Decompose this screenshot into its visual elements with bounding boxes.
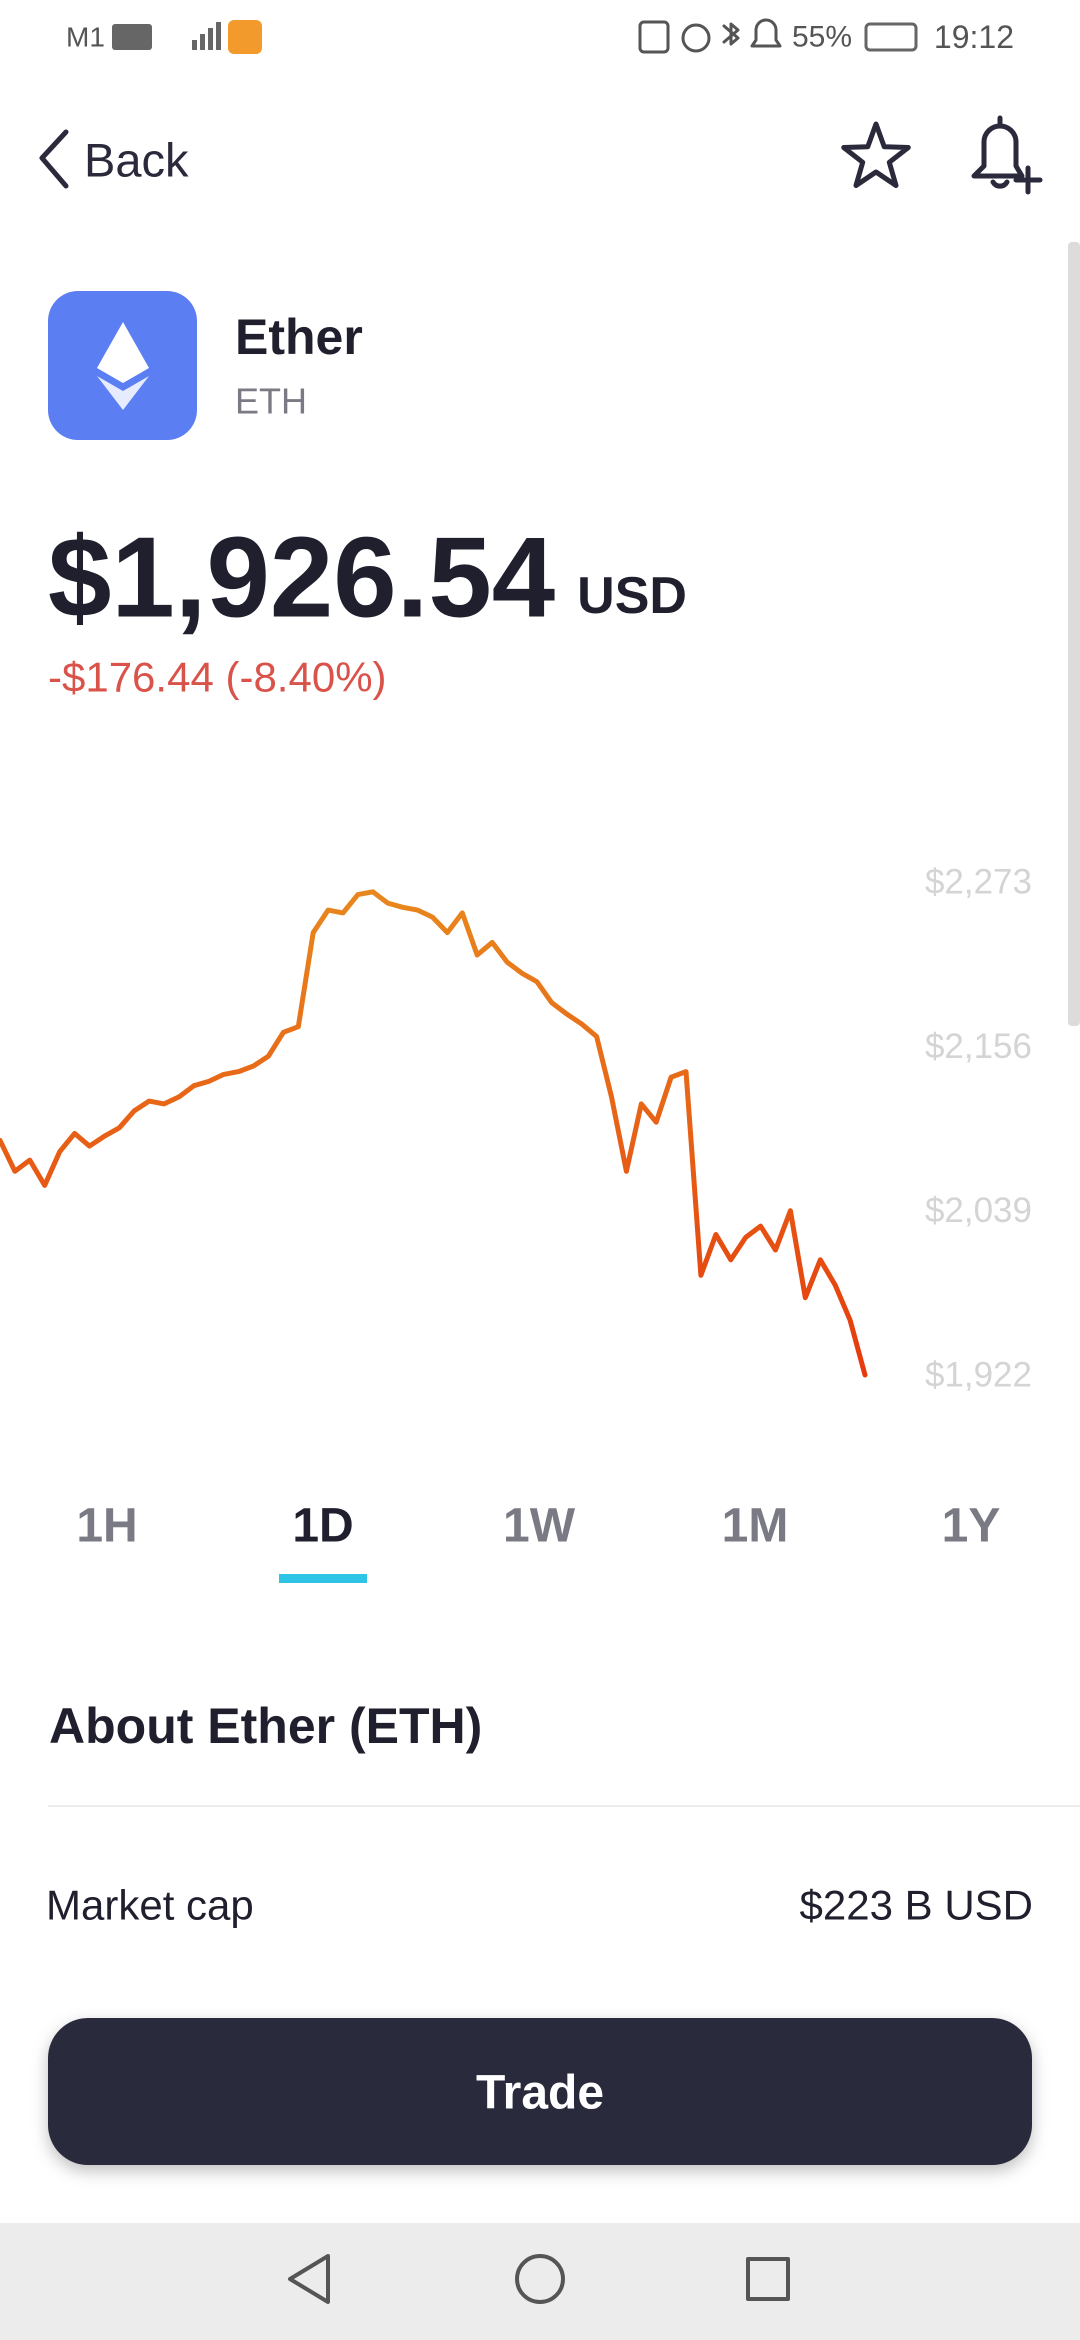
clock: 19:12 (934, 19, 1014, 55)
asset-symbol: ETH (235, 381, 307, 422)
about-title: About Ether (ETH) (49, 1698, 482, 1754)
nav-back[interactable] (288, 2254, 330, 2304)
nav-recents[interactable] (746, 2257, 790, 2301)
volte-icon (112, 24, 152, 50)
app-icon (228, 20, 262, 54)
trade-button[interactable]: Trade (48, 2018, 1032, 2165)
nav-home[interactable] (515, 2254, 565, 2304)
back-chevron (39, 129, 69, 189)
range-tab[interactable]: 1W (503, 1500, 576, 1553)
battery-icon (864, 22, 918, 52)
scrollbar (1068, 242, 1080, 1026)
back-label[interactable]: Back (84, 134, 189, 187)
ethereum-logo (97, 322, 149, 410)
row-value: $223 B USD (800, 1882, 1033, 1929)
asset-name: Ether (235, 309, 363, 365)
y-tick-label: $2,273 (925, 863, 1032, 902)
back-button[interactable]: Back (39, 129, 189, 189)
signal-icon (192, 22, 221, 50)
favorite-button[interactable] (841, 121, 911, 188)
y-tick-label: $2,039 (925, 1191, 1032, 1230)
trade-label[interactable]: Trade (476, 2067, 604, 2120)
alert-button[interactable] (971, 115, 1043, 195)
price: $1,926.54 (48, 515, 555, 642)
range-tab[interactable]: 1M (722, 1500, 789, 1553)
nav-bar (0, 2223, 1080, 2340)
y-tick-label: $2,156 (925, 1027, 1032, 1066)
trade-button-bg[interactable] (48, 2018, 1032, 2165)
range-tab[interactable]: 1H (76, 1500, 137, 1553)
range-tab-indicator (279, 1574, 367, 1583)
carrier: M1 (66, 22, 105, 53)
price-chart: $2,273 $2,156 $2,039 $1,922 (0, 863, 1032, 1395)
price-change: -$176.44 (-8.40%) (48, 654, 387, 701)
status-icons (638, 18, 782, 54)
price-line (0, 889, 868, 1378)
range-tab[interactable]: 1Y (942, 1500, 1001, 1553)
y-tick-label: $1,922 (925, 1356, 1032, 1395)
battery-percent: 55% (792, 21, 852, 54)
row-label: Market cap (46, 1882, 254, 1929)
range-tabs: 1H 1D 1W 1M 1Y (76, 1500, 1001, 1583)
price-currency: USD (577, 567, 687, 625)
range-tab[interactable]: 1D (292, 1500, 353, 1553)
